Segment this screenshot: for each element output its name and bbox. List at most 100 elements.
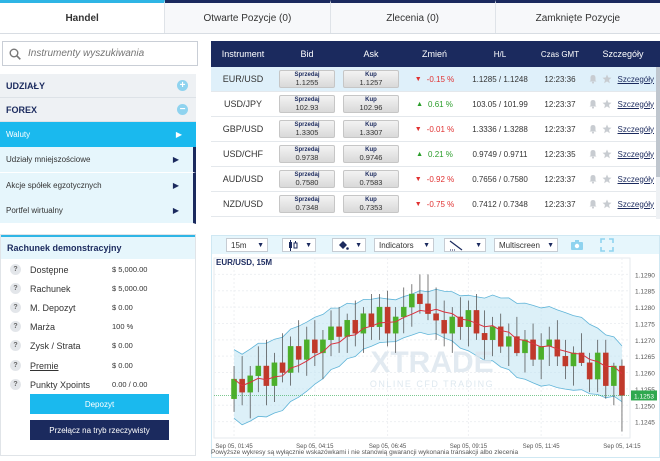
multiscreen-select[interactable]: Multiscreen ▼ <box>494 238 558 252</box>
star-icon[interactable] <box>602 74 612 84</box>
table-row[interactable]: GBP/USD Sprzedaj 1.3305 Kup 1.3307 ▼ -0.01 % 1.… <box>211 117 660 142</box>
sell-button[interactable]: Sprzedaj 1.1255 <box>279 70 335 88</box>
expand-icon[interactable]: + <box>177 80 188 91</box>
account-row-available: ? Dostępne $ 5,000.00 <box>0 260 196 279</box>
table-row[interactable]: NZD/USD Sprzedaj 0.7348 Kup 0.7353 ▼ -0.75 % 0.… <box>211 192 660 217</box>
triangle-down-icon: ▼ <box>414 200 422 208</box>
y-tick-label: 1.1260 <box>635 371 655 378</box>
triangle-up-icon: ▲ <box>416 100 424 108</box>
table-row[interactable]: EUR/USD Sprzedaj 1.1255 Kup 1.1257 ▼ -0.15 % 1.… <box>211 67 660 92</box>
buy-button[interactable]: Kup 1.1257 <box>343 70 399 88</box>
details-link[interactable]: Szczegóły <box>617 199 654 209</box>
search-input[interactable] <box>28 48 188 59</box>
sell-button[interactable]: Sprzedaj 1.3305 <box>279 120 335 138</box>
tab-open-positions[interactable]: Otwarte Pozycje (0) <box>165 0 331 33</box>
tab-handel[interactable]: Handel <box>0 0 166 33</box>
buy-button[interactable]: Kup 0.9746 <box>343 145 399 163</box>
star-icon[interactable] <box>602 149 612 159</box>
sell-button[interactable]: Sprzedaj 102.93 <box>279 95 335 113</box>
change-value: ▼ -0.75 % <box>414 199 455 209</box>
details-link[interactable]: Szczegóły <box>617 99 654 109</box>
instrument-name: USD/JPY <box>223 99 262 109</box>
deposit-button[interactable]: Depozyt <box>30 394 169 414</box>
account-row-profit-loss: ? Zysk / Strata $ 0.00 <box>0 336 196 355</box>
table-row[interactable]: USD/CHF Sprzedaj 0.9738 Kup 0.9746 ▲ 0.21 % 0.9… <box>211 142 660 167</box>
instrument-name: GBP/USD <box>222 124 264 134</box>
price-chart[interactable]: 1.1290 1.1285 1.1280 1.1275 1.1270 1.1265 1.12… <box>212 254 660 459</box>
time-gmt: 12:23:37 <box>544 124 576 134</box>
star-icon[interactable] <box>602 174 612 184</box>
help-icon[interactable]: ? <box>10 283 21 294</box>
details-link[interactable]: Szczegóły <box>617 149 654 159</box>
sidebar-item-akcje-egzotyczne[interactable]: Akcje spółek egzotycznych ▶ <box>0 173 196 199</box>
bell-icon[interactable] <box>588 199 598 209</box>
candle <box>279 362 286 373</box>
buy-button[interactable]: Kup 102.96 <box>343 95 399 113</box>
candle <box>570 352 577 367</box>
tab-orders[interactable]: Zlecenia (0) <box>330 0 496 33</box>
chart-svg[interactable]: 1.1290 1.1285 1.1280 1.1275 1.1270 1.1265 1.12… <box>212 254 660 459</box>
sell-button[interactable]: Sprzedaj 0.7348 <box>279 195 335 213</box>
candle <box>562 355 569 367</box>
table-row[interactable]: AUD/USD Sprzedaj 0.7580 Kup 0.7583 ▼ -0.92 % 0.… <box>211 167 660 192</box>
star-icon[interactable] <box>602 99 612 109</box>
candle <box>611 365 617 386</box>
candle <box>603 352 609 386</box>
chart-toolbar: 15m ▼ ▼ ▼ Indicators ▼ ▼ Multiscreen ▼ <box>212 236 659 254</box>
table-row[interactable]: USD/JPY Sprzedaj 102.93 Kup 102.96 ▲ 0.61 % 103… <box>211 92 660 117</box>
candle <box>368 313 375 327</box>
chart-type-select[interactable]: ▼ <box>282 238 316 252</box>
camera-icon[interactable] <box>570 238 584 252</box>
bell-icon[interactable] <box>588 174 598 184</box>
sidebar-item-waluty[interactable]: Waluty ▶ <box>0 122 196 148</box>
candle <box>409 293 415 308</box>
collapse-icon[interactable]: − <box>177 104 188 115</box>
color-select[interactable]: ▼ <box>332 238 366 252</box>
candle <box>433 313 439 321</box>
bell-icon[interactable] <box>588 99 598 109</box>
bonus-link[interactable]: Premie <box>30 360 59 371</box>
sell-button[interactable]: Sprzedaj 0.7580 <box>279 170 335 188</box>
triangle-up-icon: ▲ <box>416 150 424 158</box>
current-price-label: 1.1253 <box>634 393 654 400</box>
buy-button[interactable]: Kup 1.3307 <box>343 120 399 138</box>
help-icon[interactable]: ? <box>10 302 21 313</box>
sell-button[interactable]: Sprzedaj 0.9738 <box>279 145 335 163</box>
details-link[interactable]: Szczegóły <box>617 74 654 84</box>
candle <box>352 319 359 334</box>
help-icon[interactable]: ? <box>10 340 21 351</box>
candle <box>497 326 504 347</box>
help-icon[interactable]: ? <box>10 360 21 371</box>
buy-button[interactable]: Kup 0.7583 <box>343 170 399 188</box>
help-icon[interactable]: ? <box>10 321 21 332</box>
buy-button[interactable]: Kup 0.7353 <box>343 195 399 213</box>
change-value: ▼ -0.01 % <box>414 124 455 134</box>
drawing-tools-select[interactable]: ▼ <box>444 238 486 252</box>
fullscreen-icon[interactable] <box>600 238 614 252</box>
category-label: FOREX <box>6 104 38 115</box>
details-link[interactable]: Szczegóły <box>617 174 654 184</box>
help-icon[interactable]: ? <box>10 264 21 275</box>
category-forex[interactable]: FOREX − <box>0 98 196 122</box>
indicators-select[interactable]: Indicators ▼ <box>374 238 434 252</box>
star-icon[interactable] <box>602 199 612 209</box>
x-tick-label: Sep 05, 04:15 <box>296 444 334 450</box>
time-gmt: 12:23:36 <box>544 74 576 84</box>
timeframe-select[interactable]: 15m ▼ <box>226 238 268 252</box>
tab-closed-positions[interactable]: Zamknięte Pozycje <box>495 0 660 33</box>
bell-icon[interactable] <box>588 149 598 159</box>
sidebar-item-portfel-wirtualny[interactable]: Portfel wirtualny ▶ <box>0 198 196 224</box>
sidebar-item-udzialy-mniejszosciowe[interactable]: Udziały mniejszościowe ▶ <box>0 147 196 173</box>
switch-to-real-button[interactable]: Przełącz na tryb rzeczywisty <box>30 420 169 440</box>
details-link[interactable]: Szczegóły <box>617 124 654 134</box>
chevron-down-icon: ▼ <box>305 241 312 249</box>
help-icon[interactable]: ? <box>10 379 21 390</box>
table-scrollbar-thumb[interactable] <box>656 67 660 177</box>
bell-icon[interactable] <box>588 74 598 84</box>
chart-title: EUR/USD, 15M <box>216 258 273 267</box>
bell-icon[interactable] <box>588 124 598 134</box>
paint-bucket-icon <box>339 240 349 250</box>
star-icon[interactable] <box>602 124 612 134</box>
category-udzialy[interactable]: UDZIAŁY + <box>0 74 196 98</box>
current-price-tag <box>631 390 657 401</box>
